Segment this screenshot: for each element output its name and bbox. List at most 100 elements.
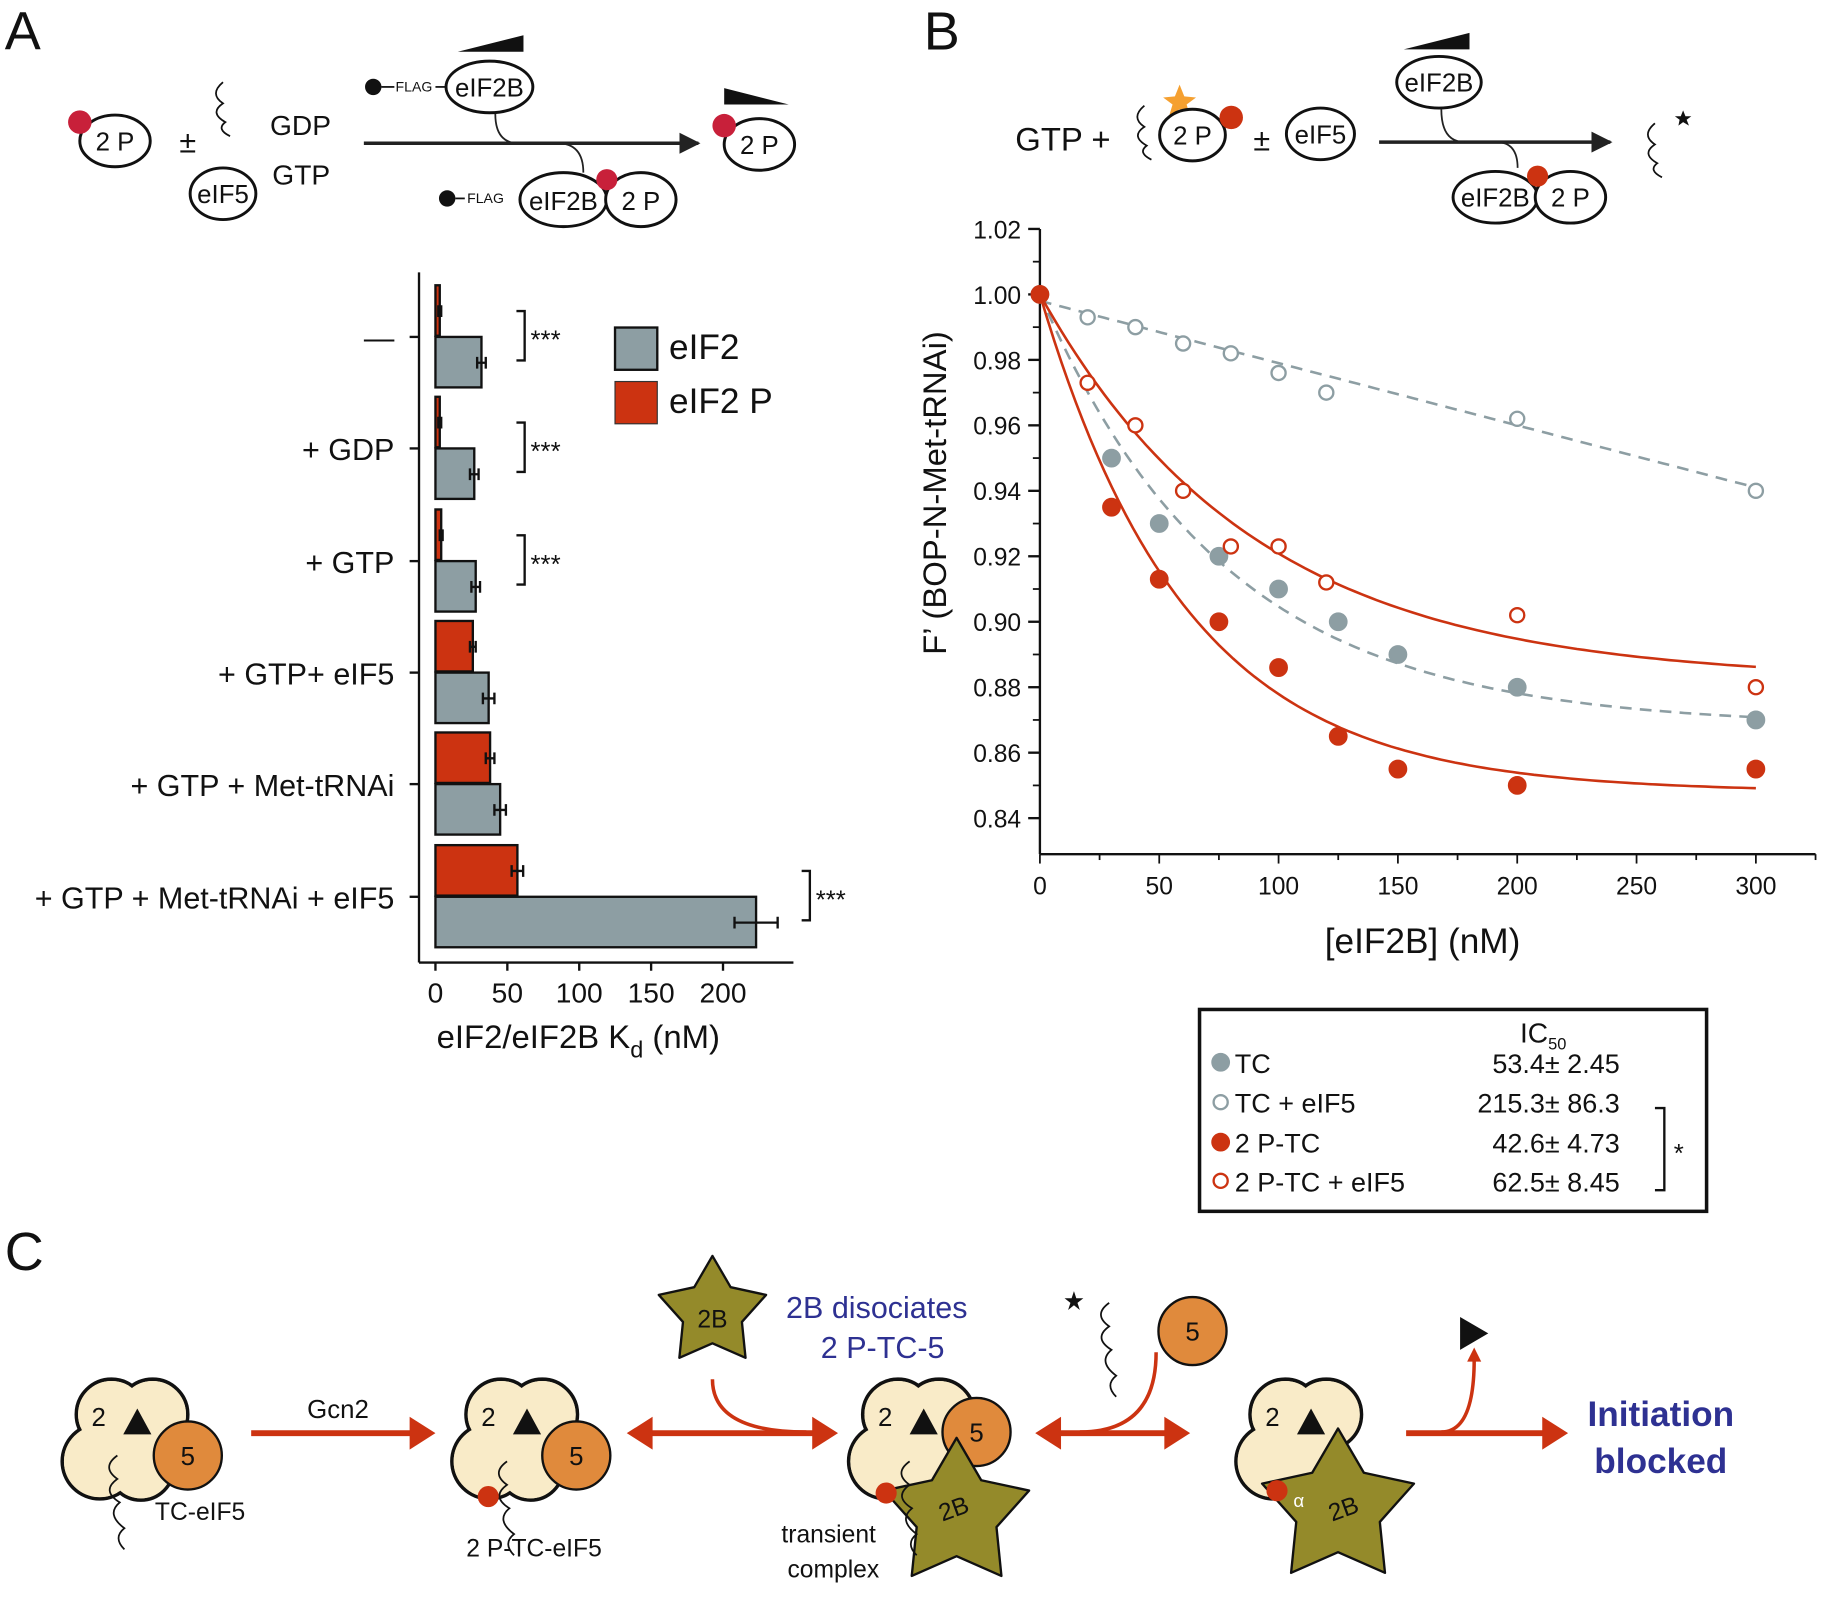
initiation-label: Initiation: [1587, 1395, 1734, 1434]
data-point-series-0: [1746, 710, 1766, 730]
flag-label-2: FLAG: [467, 190, 504, 206]
release-arrow: [1079, 1352, 1158, 1434]
panel-c-model: 2 5 TC-eIF5 Gcn2 2 5 2 P-TC-eIF5 2B 2B disociate…: [60, 1254, 1734, 1584]
legend-marker: [1211, 1052, 1231, 1072]
gtp-triangle-icon: [1296, 1408, 1326, 1435]
y-tick-label: 1.02: [973, 217, 1021, 244]
bar-eif2p: [434, 731, 492, 785]
category-label: + GTP + Met-tRNAi: [131, 769, 395, 803]
chart-b-fluorescence: F’ (BOP-N-Met-tRNAi) [eIF2B] (nM) IC50 *…: [916, 217, 1817, 1214]
data-point-series-3: [1747, 678, 1765, 696]
bar-eif2: [434, 671, 490, 725]
eif5-circle: [541, 1420, 612, 1491]
data-point-series-2: [1746, 759, 1766, 779]
x-tick-label: 200: [1497, 873, 1538, 900]
trna-icon: [900, 1460, 919, 1556]
data-point-series-2: [1507, 776, 1527, 795]
trna-icon: [108, 1454, 126, 1550]
scheme-a: 2 P ± GDP GTP eIF5 FLAG eIF2B FLAG eIF2B…: [68, 35, 797, 229]
bar-eif2: [434, 895, 758, 949]
complex-label: complex: [787, 1557, 879, 1584]
data-point-series-2: [1102, 497, 1121, 517]
eif5-label: 5: [969, 1419, 983, 1447]
y-tick-label: 1.00: [973, 283, 1021, 310]
error-bar: [475, 356, 487, 369]
y-tick-label: 0.98: [973, 348, 1021, 375]
gtp-triangle-icon: [512, 1408, 542, 1435]
data-point-series-0: [1149, 514, 1169, 533]
data-point-series-3: [1318, 574, 1335, 591]
ic50-value: 62.5± 8.45: [1492, 1167, 1619, 1197]
dissociates-label-2: 2 P-TC-5: [821, 1331, 945, 1365]
data-point-series-0: [1209, 546, 1229, 566]
data-point-series-1: [1127, 318, 1144, 336]
error-bar: [733, 916, 779, 929]
x-tick-label: 150: [628, 977, 675, 1008]
gcn2-label: Gcn2: [307, 1396, 369, 1424]
trna-icon: [497, 1460, 516, 1556]
eif2b-label: 2B: [697, 1307, 727, 1334]
gdp-release-arrow: [1441, 1359, 1476, 1434]
fluorophore-star-icon: [1163, 84, 1197, 117]
data-point-series-2: [1328, 726, 1348, 746]
data-point-series-2: [1388, 759, 1408, 779]
category-label: + GTP + Met-tRNAi + eIF5: [35, 882, 395, 916]
eif2-label: 2: [1265, 1404, 1279, 1432]
eif2p-label: 2 P: [96, 128, 135, 156]
legend-marker: [1212, 1093, 1229, 1111]
alpha-label: α: [1293, 1490, 1304, 1511]
data-point-series-2: [1269, 658, 1288, 677]
arrowhead: [1035, 1416, 1062, 1450]
bar-eif2: [434, 782, 502, 836]
legend-marker: [1212, 1172, 1229, 1190]
significance-label: ***: [531, 438, 561, 466]
eif5-label: 5: [1185, 1318, 1199, 1346]
category-label: + GDP: [302, 433, 394, 467]
data-point-series-1: [1174, 335, 1192, 352]
data-point-series-1: [1079, 309, 1096, 326]
error-bar: [468, 468, 480, 481]
chart-a-kd-bars: eIF2/eIF2B Kd (nM) eIF2 eIF2 P 0 50 100 150…: [35, 272, 846, 1063]
data-point-series-0: [1507, 677, 1527, 697]
legend-swatch-eif2: [613, 326, 659, 371]
legend-series-name: 2 P-TC + eIF5: [1235, 1167, 1405, 1197]
y-tick-label: 0.92: [973, 545, 1021, 572]
phosphate-icon: [477, 1485, 499, 1508]
bar-eif2p: [434, 843, 519, 897]
data-point-series-3: [1127, 417, 1144, 434]
data-point-series-0: [1269, 579, 1288, 599]
data-point-series-3: [1174, 482, 1192, 500]
bar-eif2p: [434, 619, 475, 673]
x-tick-label: 0: [428, 977, 444, 1008]
chart-a-xlabel: eIF2/eIF2B Kd (nM): [437, 1018, 720, 1062]
bar-eif2: [434, 559, 477, 613]
category-label: —: [364, 322, 395, 356]
ic50-value: 53.4± 2.45: [1492, 1049, 1619, 1079]
significance-label: ***: [531, 551, 561, 579]
bar-eif2: [434, 447, 476, 501]
eif2b-label-b: eIF2B: [1405, 70, 1474, 98]
significance-bracket: [516, 309, 526, 362]
legend-swatch-eif2p: [614, 380, 658, 425]
chart-b-ylabel: F’ (BOP-N-Met-tRNAi): [916, 331, 953, 655]
transient-label: transient: [781, 1521, 876, 1548]
panel-label-c: C: [5, 1222, 44, 1282]
significance-bracket: [516, 421, 526, 474]
eif2b-label: eIF2B: [455, 74, 524, 102]
error-bar: [438, 529, 444, 542]
x-tick-label: 200: [700, 977, 747, 1008]
data-point-series-3: [1509, 606, 1526, 624]
x-tick-label: 100: [1258, 873, 1299, 900]
chart-b-xlabel: [eIF2B] (nM): [1325, 922, 1521, 961]
pm-label: ±: [179, 126, 196, 160]
category-label: + GTP+ eIF5: [218, 657, 394, 691]
error-bar: [437, 305, 443, 317]
ic50-value: 215.3± 86.3: [1477, 1089, 1619, 1119]
x-tick-label: 300: [1735, 873, 1776, 900]
legend-label-eif2p: eIF2 P: [669, 382, 773, 421]
eif5-circle: [152, 1420, 224, 1491]
bar-eif2: [434, 335, 483, 389]
eif2p-label-b: 2 P: [1173, 122, 1212, 150]
fluorophore-star-icon: [1064, 1291, 1084, 1310]
error-bar: [493, 804, 508, 816]
